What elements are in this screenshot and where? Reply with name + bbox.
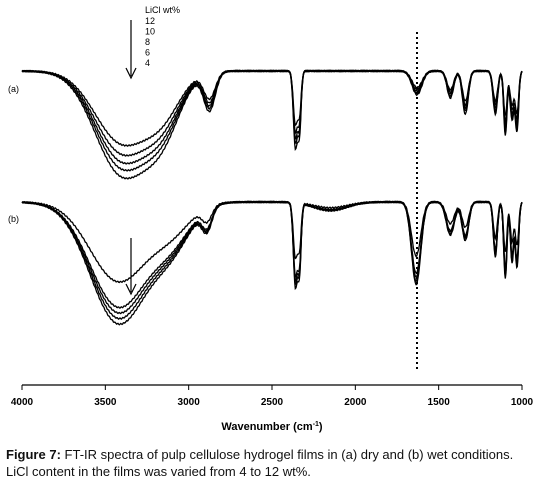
spectrum-line (21, 200, 523, 284)
legend-entry: 8 (145, 37, 150, 47)
legend-entry: 6 (145, 48, 150, 58)
legend-title: LiCl wt% (145, 5, 180, 15)
x-tick-label: 2000 (344, 397, 367, 408)
caption-text: FT-IR spectra of pulp cellulose hydrogel… (6, 447, 514, 479)
panel-a-spectra (21, 69, 523, 180)
spectrum-line (21, 200, 523, 326)
x-tick-label: 3000 (178, 397, 201, 408)
arrow-b (125, 238, 137, 296)
figure-caption: Figure 7: FT-IR spectra of pulp cellulos… (6, 446, 536, 480)
panel-label-a: (a) (8, 84, 19, 94)
x-tick-label: 1000 (511, 397, 534, 408)
legend-entry: 10 (145, 27, 155, 37)
x-axis: 4000 3500 3000 2500 2000 1500 1000 Wavenumber … (11, 384, 534, 433)
x-ticks: 4000 3500 3000 2500 2000 1500 1000 (11, 385, 534, 408)
panel-b-spectra (21, 200, 523, 326)
x-axis-label: Wavenumber (cm-1) (221, 421, 323, 433)
x-tick-label: 1500 (428, 397, 451, 408)
caption-label: Figure 7: (6, 447, 61, 462)
arrow-a (125, 20, 137, 80)
legend-entry: 4 (145, 58, 150, 68)
x-tick-label: 2500 (261, 397, 284, 408)
x-tick-label: 4000 (11, 397, 34, 408)
legend-entry: 12 (145, 16, 155, 26)
x-tick-label: 3500 (94, 397, 117, 408)
panel-label-b: (b) (8, 214, 19, 224)
spectrum-line (21, 69, 523, 180)
